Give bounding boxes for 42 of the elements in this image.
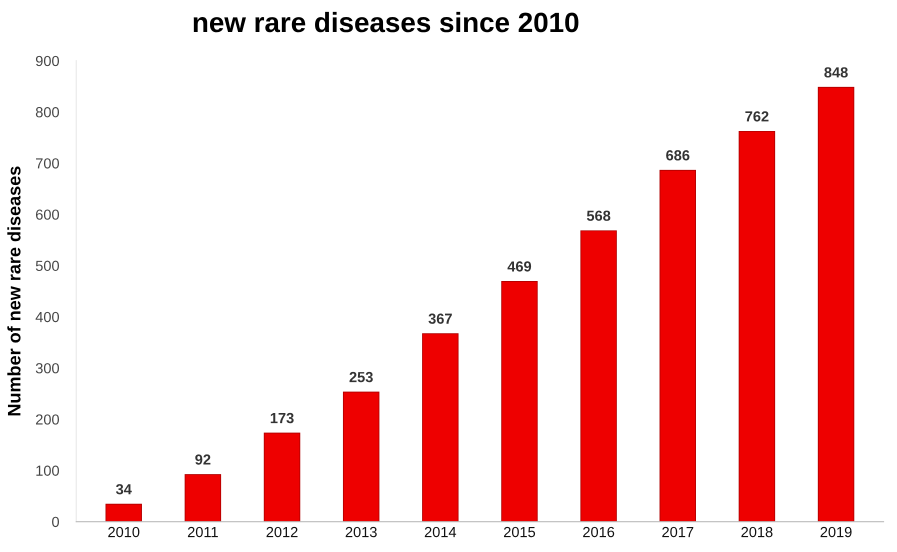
- data-label: 367: [428, 314, 452, 324]
- data-label: 686: [666, 150, 690, 160]
- data-label: 34: [116, 484, 132, 494]
- y-tick-label: 800: [36, 107, 60, 118]
- bar: [422, 333, 459, 522]
- bar: [818, 86, 854, 522]
- y-tick-label: 400: [36, 312, 60, 322]
- bar: [264, 432, 300, 522]
- x-tick-label: 2016: [583, 526, 614, 538]
- y-tick-label: 900: [36, 56, 60, 66]
- y-axis-title: Number of new rare diseases: [7, 166, 21, 416]
- y-tick-label: 600: [36, 209, 60, 220]
- data-label: 762: [745, 111, 768, 122]
- chart-title: new rare diseases since 2010: [194, 12, 578, 32]
- x-tick-label: 2010: [108, 526, 140, 538]
- x-tick-label: 2013: [346, 526, 377, 538]
- bar: [184, 474, 222, 522]
- bar: [342, 392, 380, 522]
- y-tick-label: 500: [36, 260, 60, 271]
- data-label: 568: [586, 210, 610, 221]
- data-label: 469: [508, 261, 532, 272]
- bar: [660, 170, 696, 522]
- bar: [580, 230, 617, 522]
- bar: [738, 130, 776, 522]
- y-tick-label: 700: [36, 158, 60, 169]
- y-tick-label: 300: [36, 363, 60, 374]
- x-tick-label: 2015: [504, 526, 536, 538]
- data-label: 92: [195, 454, 210, 465]
- x-tick-label: 2014: [424, 526, 456, 538]
- x-tick-label: 2017: [662, 526, 694, 538]
- bar: [501, 281, 538, 522]
- data-label: 253: [350, 372, 373, 382]
- y-tick-label: 200: [36, 414, 60, 425]
- x-tick-label: 2011: [188, 526, 218, 538]
- bar: [106, 504, 142, 522]
- x-tick-label: 2018: [741, 526, 772, 538]
- y-tick-label: 0: [52, 516, 60, 528]
- data-label: 848: [824, 67, 848, 78]
- x-tick-label: 2012: [266, 526, 298, 538]
- y-tick-label: 100: [36, 466, 60, 476]
- data-label: 173: [270, 412, 294, 424]
- x-tick-label: 2019: [820, 526, 852, 538]
